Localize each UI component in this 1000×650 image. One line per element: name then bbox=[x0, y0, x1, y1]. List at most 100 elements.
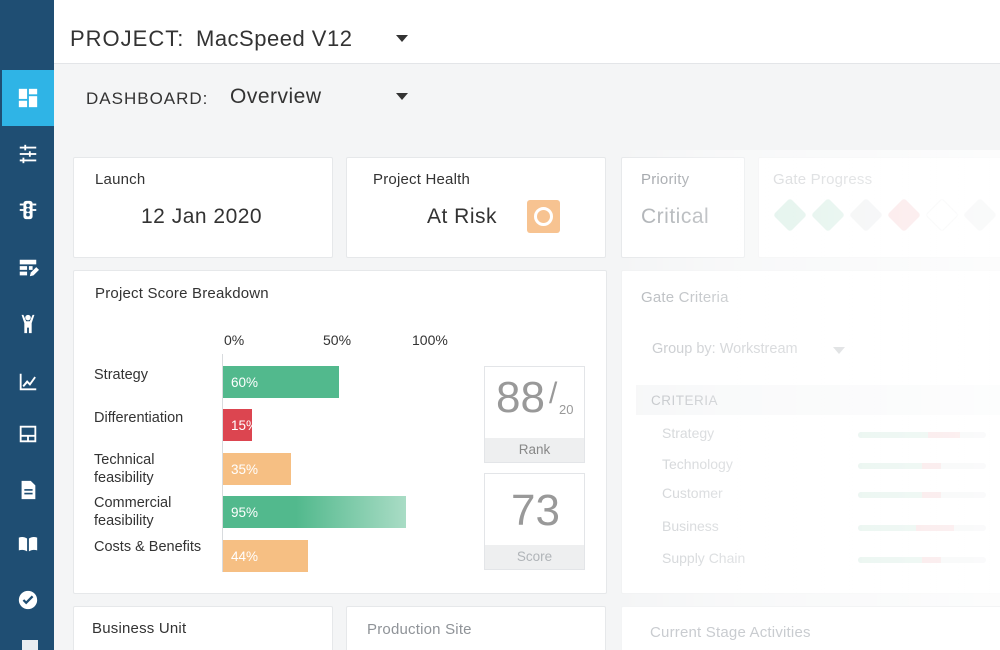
nav-documents[interactable] bbox=[2, 462, 54, 518]
rank-slash: / bbox=[549, 377, 558, 410]
dashboard-label: DASHBOARD: bbox=[86, 89, 209, 108]
nav-approvals[interactable] bbox=[2, 572, 54, 628]
nav-dashboard[interactable] bbox=[2, 70, 54, 126]
launch-date: 12 Jan 2020 bbox=[141, 205, 263, 228]
priority-title: Priority bbox=[641, 171, 690, 188]
book-icon bbox=[18, 536, 38, 552]
priority-value: Critical bbox=[641, 205, 710, 228]
dashboard-selector[interactable]: Overview bbox=[230, 85, 322, 108]
nav-library[interactable] bbox=[2, 516, 54, 572]
criteria-progress-bar bbox=[858, 525, 986, 531]
criteria-progress-bar bbox=[858, 463, 986, 469]
criteria-progress-fill bbox=[858, 432, 928, 438]
bar-value-label: 35% bbox=[231, 461, 259, 477]
priority-card: Priority Critical bbox=[621, 157, 745, 258]
project-selector[interactable]: MacSpeed V12 bbox=[196, 26, 353, 51]
nav-table-edit[interactable] bbox=[2, 240, 54, 296]
score-bar[interactable]: 15% bbox=[223, 409, 258, 441]
score-breakdown-title: Project Score Breakdown bbox=[95, 285, 269, 302]
nav-layout[interactable] bbox=[2, 406, 54, 462]
launch-title: Launch bbox=[95, 171, 146, 188]
document-icon bbox=[21, 480, 36, 500]
business-unit-card: Business Unit bbox=[73, 606, 333, 650]
bar-value-label: 95% bbox=[231, 504, 259, 520]
chevron-down-icon[interactable] bbox=[833, 347, 845, 354]
score-bar[interactable]: 44% bbox=[223, 540, 308, 572]
bar-category-label: Costs & Benefits bbox=[94, 539, 202, 555]
nav-status[interactable] bbox=[2, 182, 54, 238]
business-unit-title: Business Unit bbox=[92, 620, 187, 637]
gate-diamond-complete[interactable] bbox=[811, 198, 845, 232]
criteria-row-label: Strategy bbox=[662, 425, 715, 441]
health-status: At Risk bbox=[427, 205, 498, 228]
rank-label: Rank bbox=[485, 438, 584, 462]
table-edit-icon bbox=[19, 259, 39, 277]
criteria-progress-bar bbox=[858, 557, 986, 563]
gate-progress-card: Gate Progress bbox=[758, 157, 1000, 258]
criteria-risk-fill bbox=[916, 525, 954, 531]
score-bar[interactable]: 60% bbox=[223, 366, 339, 398]
axis-tick-0: 0% bbox=[224, 332, 245, 348]
production-site-card: Production Site bbox=[346, 606, 606, 650]
score-value: 73 bbox=[511, 486, 560, 535]
criteria-row-label: Customer bbox=[662, 485, 723, 501]
criteria-header-row: CRITERIA bbox=[636, 385, 1000, 415]
score-label: Score bbox=[485, 545, 584, 569]
launch-card: Launch 12 Jan 2020 bbox=[73, 157, 333, 258]
criteria-risk-fill bbox=[922, 557, 941, 563]
nav-analytics[interactable] bbox=[2, 354, 54, 410]
rank-box: 88 / 20 Rank bbox=[484, 366, 585, 463]
gate-diamond-at-risk[interactable] bbox=[887, 198, 921, 232]
axis-tick-50: 50% bbox=[323, 332, 352, 348]
rank-value: 88 bbox=[496, 373, 545, 422]
project-health-card: Project Health At Risk bbox=[346, 157, 606, 258]
score-box: 73 Score bbox=[484, 473, 585, 570]
bar-category-label: Commercial feasibility bbox=[94, 495, 172, 529]
criteria-progress-fill bbox=[858, 525, 916, 531]
criteria-row-label: Business bbox=[662, 518, 719, 534]
gate-diamond-pending[interactable] bbox=[849, 198, 883, 232]
bar-value-label: 15% bbox=[231, 417, 259, 433]
criteria-row-label: Supply Chain bbox=[662, 550, 746, 566]
criteria-risk-fill bbox=[922, 492, 941, 498]
criteria-progress-fill bbox=[858, 557, 922, 563]
gate-diamond-pending[interactable] bbox=[963, 198, 997, 232]
more-icon bbox=[22, 640, 38, 650]
bar-category-label: Technical feasibility bbox=[94, 452, 155, 486]
gate-diamond-empty[interactable] bbox=[925, 198, 959, 232]
gate-progress-title: Gate Progress bbox=[773, 171, 873, 188]
score-bar[interactable]: 95% bbox=[223, 496, 406, 528]
chevron-down-icon[interactable] bbox=[396, 93, 408, 100]
criteria-header: CRITERIA bbox=[651, 393, 719, 408]
criteria-risk-fill bbox=[922, 463, 941, 469]
current-stage-title: Current Stage Activities bbox=[650, 624, 811, 641]
nav-people[interactable] bbox=[2, 296, 54, 352]
production-site-title: Production Site bbox=[367, 621, 472, 638]
project-header: PROJECT: MacSpeed V12 bbox=[54, 0, 1000, 64]
rank-total: 20 bbox=[559, 402, 574, 417]
gate-diamond-complete[interactable] bbox=[773, 198, 807, 232]
criteria-progress-bar bbox=[858, 492, 986, 498]
person-icon bbox=[21, 314, 35, 334]
workstreams-icon bbox=[19, 144, 37, 164]
traffic-light-icon bbox=[19, 200, 37, 220]
project-label: PROJECT: bbox=[70, 26, 185, 51]
criteria-row-label: Technology bbox=[662, 456, 733, 472]
bar-value-label: 60% bbox=[231, 374, 259, 390]
chevron-down-icon[interactable] bbox=[396, 35, 408, 42]
nav-workstreams[interactable] bbox=[2, 126, 54, 182]
status-ring-icon bbox=[527, 200, 560, 233]
health-title: Project Health bbox=[373, 171, 471, 188]
criteria-progress-fill bbox=[858, 463, 922, 469]
sidebar-nav bbox=[0, 0, 54, 650]
gate-criteria-card: Gate Criteria Group by: Workstream CRITE… bbox=[621, 270, 1000, 594]
line-chart-icon bbox=[19, 373, 37, 391]
axis-tick-100: 100% bbox=[412, 332, 448, 348]
group-by-select[interactable]: Group by: Workstream bbox=[652, 341, 798, 357]
bar-category-label: Strategy bbox=[94, 367, 148, 383]
current-stage-card: Current Stage Activities bbox=[621, 606, 1000, 650]
layout-icon bbox=[19, 425, 37, 443]
dashboard-icon bbox=[18, 88, 38, 108]
score-bar[interactable]: 35% bbox=[223, 453, 291, 485]
gate-criteria-title: Gate Criteria bbox=[641, 289, 729, 306]
